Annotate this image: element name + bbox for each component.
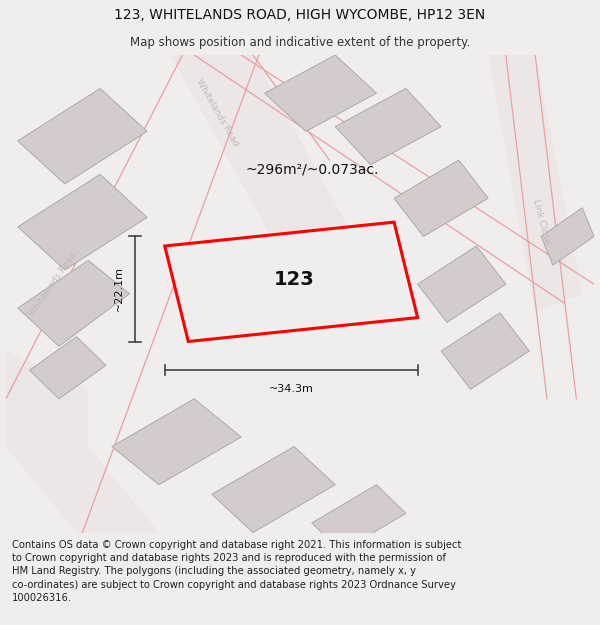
Text: 123, WHITELANDS ROAD, HIGH WYCOMBE, HP12 3EN: 123, WHITELANDS ROAD, HIGH WYCOMBE, HP12… [115, 8, 485, 22]
Text: ~296m²/~0.073ac.: ~296m²/~0.073ac. [245, 162, 379, 177]
Polygon shape [394, 160, 488, 236]
Polygon shape [18, 88, 147, 184]
Polygon shape [418, 246, 506, 322]
Polygon shape [212, 446, 335, 532]
Polygon shape [29, 337, 106, 399]
Text: Whitelands Road: Whitelands Road [28, 251, 79, 318]
Polygon shape [112, 399, 241, 485]
Polygon shape [165, 222, 418, 341]
Text: 123: 123 [274, 270, 314, 289]
Text: Whitelands Road: Whitelands Road [195, 77, 241, 148]
Polygon shape [18, 261, 130, 346]
Polygon shape [441, 313, 529, 389]
Text: Contains OS data © Crown copyright and database right 2021. This information is : Contains OS data © Crown copyright and d… [12, 540, 461, 602]
Text: Map shows position and indicative extent of the property.: Map shows position and indicative extent… [130, 36, 470, 49]
Polygon shape [170, 55, 359, 246]
Polygon shape [335, 88, 441, 165]
Polygon shape [488, 55, 582, 313]
Text: ~22.1m: ~22.1m [113, 266, 124, 311]
Polygon shape [18, 174, 147, 270]
Text: Link Close: Link Close [531, 199, 551, 246]
Polygon shape [265, 55, 376, 131]
Polygon shape [541, 208, 594, 265]
Polygon shape [312, 485, 406, 552]
Text: ~34.3m: ~34.3m [269, 384, 314, 394]
Polygon shape [6, 351, 159, 532]
